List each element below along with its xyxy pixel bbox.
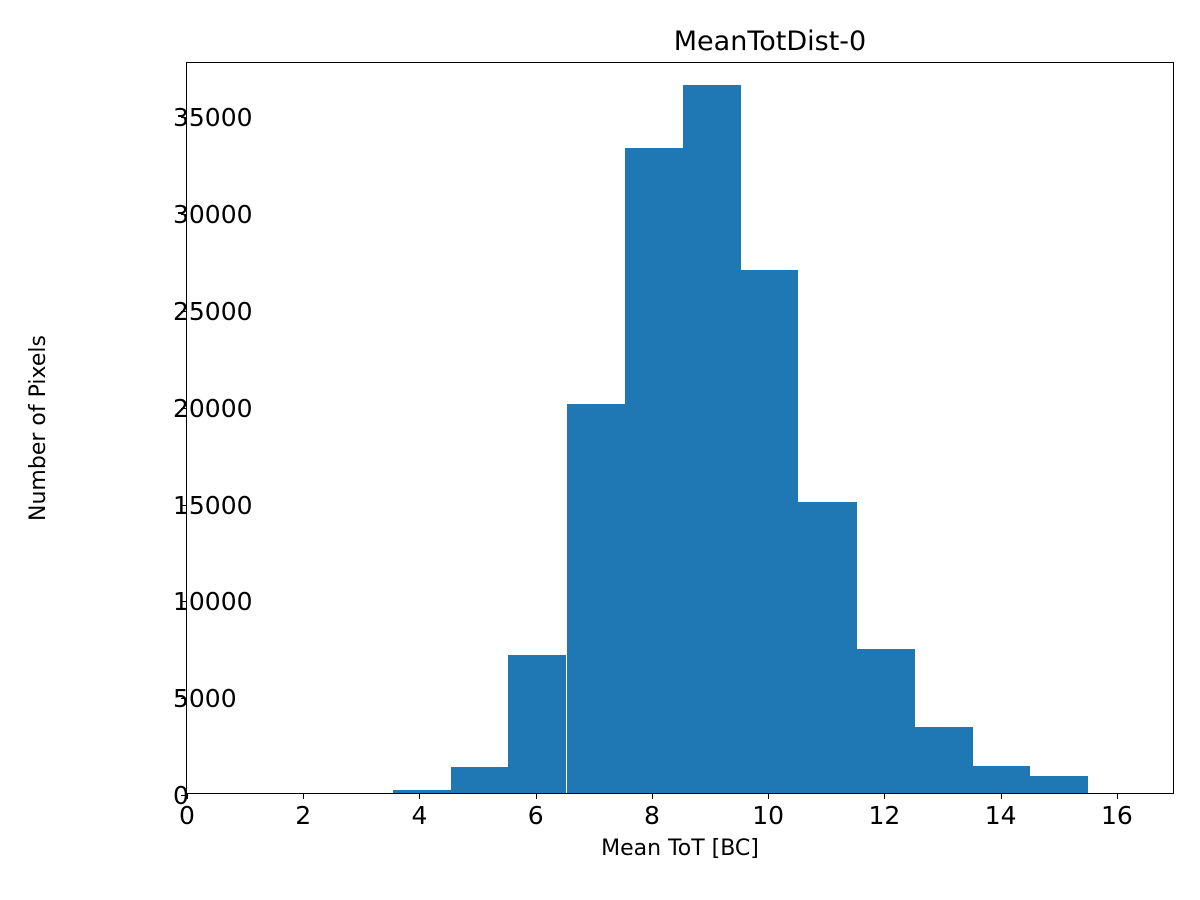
x-tick-mark bbox=[1000, 793, 1002, 799]
x-tick-label: 14 bbox=[984, 801, 1017, 830]
y-tick-mark bbox=[181, 504, 187, 506]
x-tick-mark bbox=[187, 793, 188, 799]
x-tick-label: 2 bbox=[295, 801, 312, 830]
histogram-bar bbox=[798, 501, 857, 793]
histogram-bar bbox=[1030, 775, 1089, 793]
x-tick-label: 16 bbox=[1100, 801, 1133, 830]
y-tick-mark bbox=[181, 601, 187, 603]
x-tick-label: 12 bbox=[868, 801, 901, 830]
histogram-bar bbox=[914, 727, 973, 793]
x-tick-mark bbox=[884, 793, 886, 799]
x-tick-mark bbox=[1116, 793, 1118, 799]
histogram-bar bbox=[856, 648, 915, 793]
y-tick-mark bbox=[181, 117, 187, 119]
x-tick-label: 10 bbox=[752, 801, 785, 830]
y-tick-mark bbox=[181, 407, 187, 409]
histogram-bar bbox=[508, 654, 567, 793]
x-axis-label: Mean ToT [BC] bbox=[601, 836, 759, 861]
chart-title: MeanTotDist-0 bbox=[0, 26, 1200, 58]
x-tick-mark bbox=[303, 793, 305, 799]
plot-area bbox=[187, 63, 1173, 793]
y-axis-label: Number of Pixels bbox=[26, 335, 51, 521]
histogram-bar bbox=[392, 790, 451, 793]
histogram-bar bbox=[972, 765, 1031, 793]
x-tick-mark bbox=[419, 793, 421, 799]
x-tick-label: 0 bbox=[179, 801, 195, 830]
x-tick-label: 4 bbox=[411, 801, 428, 830]
x-tick-mark bbox=[768, 793, 770, 799]
chart-title-text: MeanTotDist-0 bbox=[673, 26, 867, 57]
histogram-bar bbox=[740, 270, 799, 793]
histogram-bar bbox=[682, 85, 741, 793]
histogram-bar bbox=[566, 403, 625, 793]
x-tick-mark bbox=[651, 793, 653, 799]
y-tick-mark bbox=[181, 698, 187, 700]
y-tick-mark bbox=[181, 795, 187, 796]
histogram-bar bbox=[450, 766, 509, 793]
x-tick-label: 8 bbox=[643, 801, 660, 830]
x-tick-label: 6 bbox=[527, 801, 544, 830]
y-tick-mark bbox=[181, 310, 187, 312]
plot-axes: 0 5000 10000 15000 20000 25000 30000 35000 0 2 4 6 8… bbox=[173, 62, 1174, 828]
y-tick-mark bbox=[181, 214, 187, 216]
histogram-bar bbox=[624, 148, 683, 793]
x-tick-mark bbox=[535, 793, 537, 799]
